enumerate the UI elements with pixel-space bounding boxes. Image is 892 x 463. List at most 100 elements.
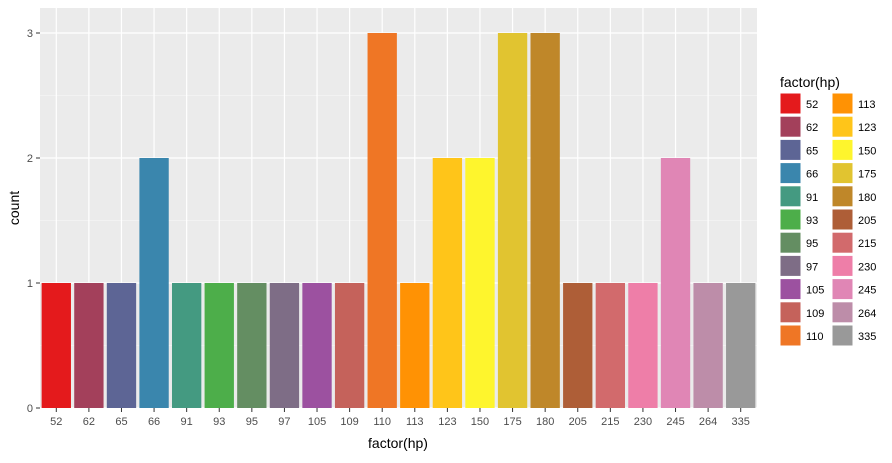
bar-52 (41, 283, 71, 408)
legend-key-180 (831, 185, 854, 208)
x-axis: 52 62 65 66 91 93 95 97 105 109 110 113 123 150 175 180… (50, 408, 750, 428)
legend-label-123: 123 (858, 122, 876, 134)
bar-95 (237, 283, 267, 408)
bar-105 (302, 283, 332, 408)
legend-label-113: 113 (858, 99, 876, 111)
bar-110 (367, 33, 397, 408)
x-tick-label-65: 65 (115, 416, 127, 428)
legend-key-113 (831, 92, 854, 115)
bar-180 (530, 33, 560, 408)
legend: factor(hp) 52 62 65 66 91 93 95 97 105 109 110 113 1… (779, 74, 876, 347)
legend-key-52 (779, 92, 802, 115)
x-tick-label-123: 123 (438, 416, 456, 428)
legend-key-109 (779, 301, 802, 324)
x-tick-label-52: 52 (50, 416, 62, 428)
legend-label-97: 97 (806, 261, 818, 273)
legend-label-245: 245 (858, 285, 876, 297)
legend-key-264 (831, 301, 854, 324)
x-tick-label-175: 175 (503, 416, 521, 428)
legend-label-93: 93 (806, 215, 818, 227)
bar-66 (139, 158, 169, 408)
legend-label-105: 105 (806, 285, 824, 297)
legend-key-62 (779, 115, 802, 138)
legend-key-245 (831, 278, 854, 301)
bar-150 (465, 158, 495, 408)
bar-230 (628, 283, 658, 408)
x-tick-label-91: 91 (181, 416, 193, 428)
legend-key-91 (779, 185, 802, 208)
legend-label-150: 150 (858, 145, 876, 157)
bar-97 (269, 283, 300, 408)
x-tick-label-230: 230 (634, 416, 652, 428)
legend-key-110 (779, 324, 802, 347)
x-tick-label-113: 113 (406, 416, 424, 428)
bars-group (41, 33, 756, 408)
legend-key-335 (831, 324, 854, 347)
x-tick-label-62: 62 (83, 416, 95, 428)
x-tick-label-66: 66 (148, 416, 160, 428)
x-tick-label-109: 109 (340, 416, 358, 428)
legend-label-109: 109 (806, 308, 824, 320)
x-axis-label: factor(hp) (368, 435, 428, 451)
legend-key-215 (831, 231, 854, 254)
x-tick-label-95: 95 (246, 416, 258, 428)
legend-label-65: 65 (806, 145, 818, 157)
legend-key-105 (779, 278, 802, 301)
bar-93 (204, 283, 234, 408)
x-tick-label-110: 110 (373, 416, 391, 428)
x-tick-label-150: 150 (471, 416, 489, 428)
legend-label-230: 230 (858, 261, 876, 273)
bar-109 (334, 283, 365, 408)
bar-245 (660, 158, 691, 408)
legend-label-91: 91 (806, 192, 818, 204)
legend-label-215: 215 (858, 238, 876, 250)
x-tick-label-93: 93 (213, 416, 225, 428)
legend-key-65 (779, 138, 802, 161)
legend-label-95: 95 (806, 238, 818, 250)
y-tick-label: 1 (27, 278, 33, 290)
legend-label-62: 62 (806, 122, 818, 134)
bar-215 (595, 283, 626, 408)
legend-label-52: 52 (806, 99, 818, 111)
bar-62 (74, 283, 104, 408)
legend-label-66: 66 (806, 169, 818, 181)
bar-264 (693, 283, 723, 408)
legend-label-175: 175 (858, 169, 876, 181)
legend-key-66 (779, 162, 802, 185)
y-tick-label: 2 (27, 153, 33, 165)
x-tick-label-335: 335 (732, 416, 750, 428)
y-axis-label: count (6, 191, 22, 225)
bar-113 (400, 283, 430, 408)
x-tick-label-105: 105 (308, 416, 326, 428)
bar-175 (497, 33, 528, 408)
x-tick-label-205: 205 (569, 416, 587, 428)
legend-title: factor(hp) (780, 74, 840, 90)
bar-335 (726, 283, 756, 408)
bar-205 (563, 283, 593, 408)
legend-label-205: 205 (858, 215, 876, 227)
x-tick-label-264: 264 (699, 416, 717, 428)
y-axis: 0 1 2 3 (27, 28, 40, 415)
legend-label-264: 264 (858, 308, 876, 320)
legend-key-123 (831, 115, 854, 138)
bar-91 (171, 283, 202, 408)
legend-label-110: 110 (806, 331, 824, 343)
legend-key-205 (831, 208, 854, 231)
legend-key-150 (831, 138, 854, 161)
bar-65 (106, 283, 137, 408)
legend-key-93 (779, 208, 802, 231)
x-tick-label-180: 180 (536, 416, 554, 428)
legend-key-175 (831, 162, 854, 185)
x-tick-label-97: 97 (278, 416, 290, 428)
legend-items: 52 62 65 66 91 93 95 97 105 109 110 113 123 150 175 180… (779, 92, 876, 347)
legend-label-180: 180 (858, 192, 876, 204)
legend-key-95 (779, 231, 802, 254)
y-tick-label: 3 (27, 28, 33, 40)
legend-label-335: 335 (858, 331, 876, 343)
y-tick-label: 0 (27, 403, 33, 415)
legend-key-97 (779, 254, 802, 277)
x-tick-label-215: 215 (601, 416, 619, 428)
x-tick-label-245: 245 (666, 416, 684, 428)
bar-123 (432, 158, 463, 408)
